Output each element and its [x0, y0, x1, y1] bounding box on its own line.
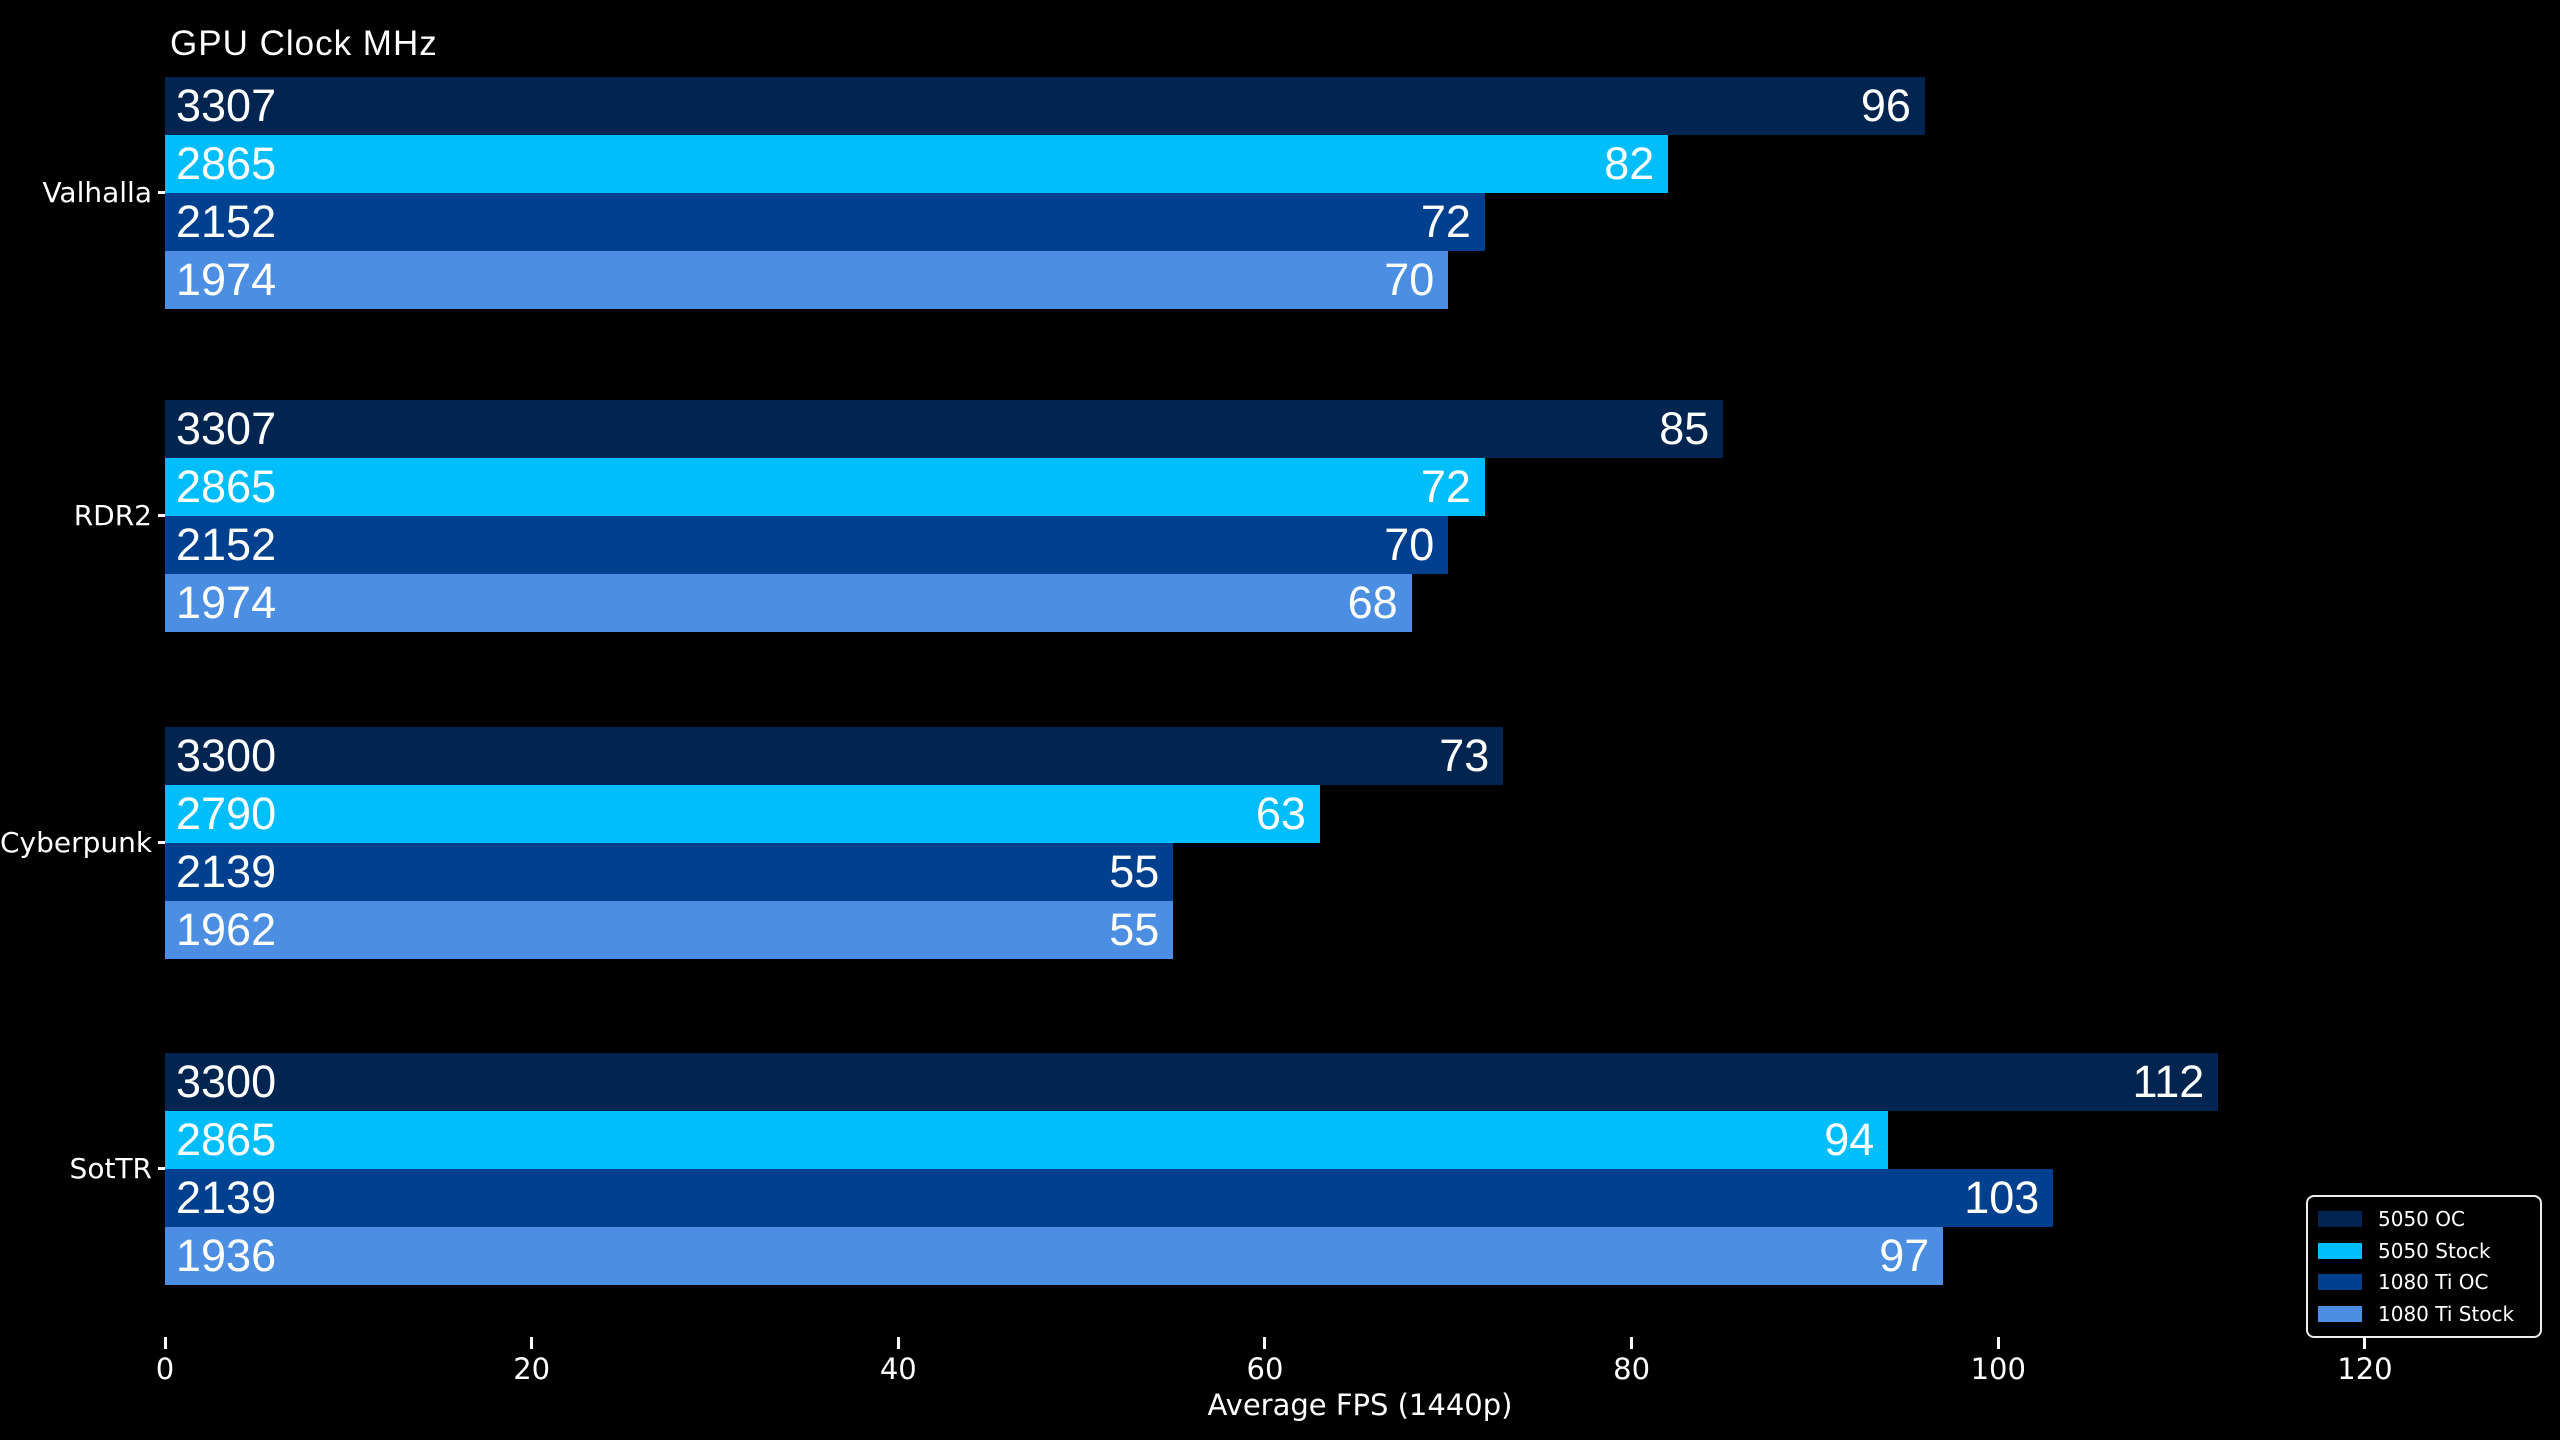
bar-clock-label: 2865: [176, 461, 277, 512]
x-tick-mark-80: [1630, 1337, 1634, 1349]
legend-entry-1080-ti-oc: 1080 Ti OC: [2318, 1270, 2530, 1294]
y-tick-label-valhalla: Valhalla: [42, 176, 152, 209]
y-tick-label-sottr: SotTR: [69, 1152, 152, 1185]
x-tick-mark-100: [1996, 1337, 2000, 1349]
bar-rdr2-5050-stock: 2865 72: [165, 458, 1485, 516]
x-tick-mark-0: [163, 1337, 167, 1349]
bar-value-label: 70: [1384, 519, 1435, 570]
bar-clock-label: 1974: [176, 254, 277, 305]
bar-sottr-5050-oc: 3300 112: [165, 1053, 2219, 1111]
bar-value-label: 73: [1439, 730, 1490, 781]
bar-cyberpunk-5050-oc: 3300 73: [165, 727, 1504, 785]
y-tick-label-cyberpunk: Cyberpunk: [0, 826, 153, 859]
legend-entry-5050-stock: 5050 Stock: [2318, 1239, 2530, 1263]
bar-clock-label: 1974: [176, 577, 277, 628]
bar-value-label: 63: [1255, 788, 1306, 839]
bar-clock-label: 2865: [176, 138, 277, 189]
bar-value-label: 70: [1384, 254, 1435, 305]
x-tick-label-0: 0: [155, 1352, 175, 1386]
x-axis-label: Average FPS (1440p): [1207, 1388, 1513, 1422]
bar-value-label: 82: [1604, 138, 1655, 189]
bar-value-label: 72: [1420, 196, 1471, 247]
legend-label-1080-ti-stock: 1080 Ti Stock: [2378, 1302, 2515, 1327]
bar-clock-label: 3300: [176, 1056, 277, 1107]
bar-value-label: 72: [1420, 461, 1471, 512]
legend-label-1080-ti-oc: 1080 Ti OC: [2378, 1270, 2489, 1295]
legend: 5050 OC 5050 Stock 1080 Ti OC 1080 Ti Stock: [2306, 1195, 2542, 1338]
legend-swatch-1080-ti-stock: [2318, 1306, 2362, 1323]
bar-cyberpunk-1080-ti-stock: 1962 55: [165, 901, 1174, 959]
x-tick-label-80: 80: [1613, 1352, 1651, 1386]
legend-entry-1080-ti-stock: 1080 Ti Stock: [2318, 1302, 2530, 1326]
legend-swatch-1080-ti-oc: [2318, 1274, 2362, 1291]
bar-clock-label: 3307: [176, 80, 277, 131]
bar-sottr-1080-ti-stock: 1936 97: [165, 1227, 1944, 1285]
legend-label-5050-stock: 5050 Stock: [2378, 1238, 2491, 1263]
bar-value-label: 103: [1964, 1172, 2040, 1223]
legend-label-5050-oc: 5050 OC: [2378, 1206, 2465, 1231]
bar-valhalla-5050-oc: 3307 96: [165, 77, 1925, 135]
bar-valhalla-1080-ti-stock: 1974 70: [165, 251, 1449, 309]
x-tick-mark-60: [1263, 1337, 1267, 1349]
bar-clock-label: 2152: [176, 519, 277, 570]
bar-value-label: 55: [1109, 904, 1160, 955]
bar-clock-label: 2865: [176, 1114, 277, 1165]
bar-clock-label: 2790: [176, 788, 277, 839]
bar-clock-label: 2152: [176, 196, 277, 247]
bar-value-label: 94: [1824, 1114, 1875, 1165]
bar-clock-label: 1962: [176, 904, 277, 955]
bar-clock-label: 2139: [176, 1172, 277, 1223]
chart-title: GPU Clock MHz: [170, 24, 438, 63]
x-tick-label-60: 60: [1246, 1352, 1284, 1386]
bar-value-label: 97: [1879, 1230, 1930, 1281]
bar-rdr2-5050-oc: 3307 85: [165, 400, 1724, 458]
bar-value-label: 96: [1860, 80, 1911, 131]
bar-cyberpunk-1080-ti-oc: 2139 55: [165, 843, 1174, 901]
legend-swatch-5050-oc: [2318, 1210, 2362, 1227]
bar-sottr-5050-stock: 2865 94: [165, 1111, 1889, 1169]
bar-cyberpunk-5050-stock: 2790 63: [165, 785, 1320, 843]
bar-valhalla-5050-stock: 2865 82: [165, 135, 1669, 193]
bar-value-label: 68: [1347, 577, 1398, 628]
x-tick-label-100: 100: [1970, 1352, 2026, 1386]
bar-value-label: 85: [1659, 403, 1710, 454]
x-tick-label-120: 120: [2337, 1352, 2393, 1386]
legend-swatch-5050-stock: [2318, 1242, 2362, 1259]
bar-clock-label: 3307: [176, 403, 277, 454]
y-tick-label-rdr2: RDR2: [73, 499, 152, 532]
bar-rdr2-1080-ti-stock: 1974 68: [165, 574, 1412, 632]
legend-entry-5050-oc: 5050 OC: [2318, 1207, 2530, 1231]
bar-value-label: 112: [2132, 1056, 2205, 1107]
x-tick-mark-120: [2363, 1337, 2367, 1349]
bar-rdr2-1080-ti-oc: 2152 70: [165, 516, 1449, 574]
x-tick-mark-20: [530, 1337, 534, 1349]
x-tick-label-20: 20: [513, 1352, 551, 1386]
bar-valhalla-1080-ti-oc: 2152 72: [165, 193, 1485, 251]
x-tick-label-40: 40: [879, 1352, 917, 1386]
bar-sottr-1080-ti-oc: 2139 103: [165, 1169, 2054, 1227]
bar-clock-label: 3300: [176, 730, 277, 781]
bar-value-label: 55: [1109, 846, 1160, 897]
x-tick-mark-40: [896, 1337, 900, 1349]
bar-clock-label: 2139: [176, 846, 277, 897]
bar-clock-label: 1936: [176, 1230, 277, 1281]
